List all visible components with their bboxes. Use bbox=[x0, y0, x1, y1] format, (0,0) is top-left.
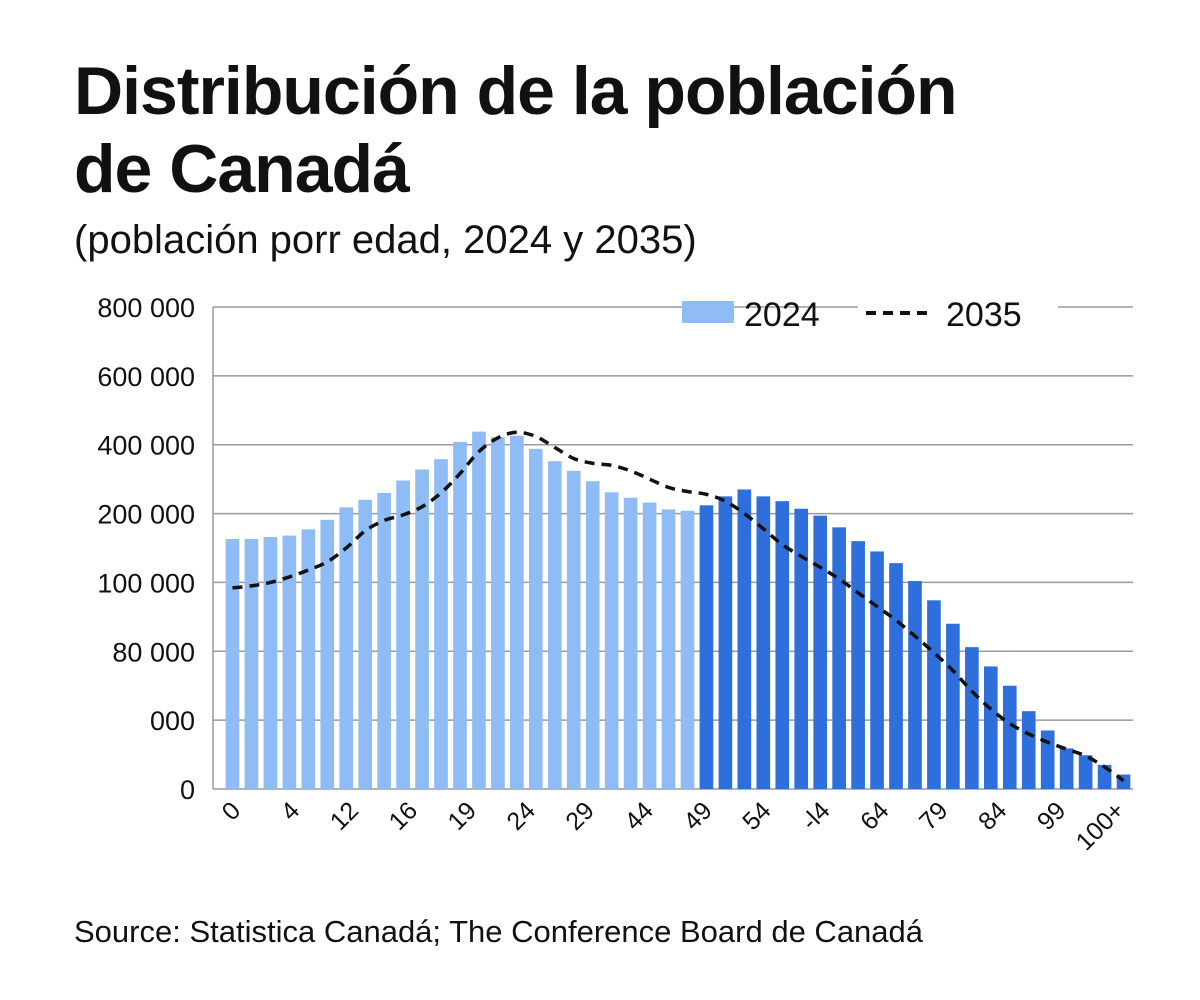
bar-2024 bbox=[813, 515, 828, 789]
bar-2024 bbox=[547, 461, 562, 789]
bar-2024 bbox=[510, 435, 524, 789]
y-tick-label: 100 000 bbox=[97, 568, 195, 598]
line-2035-path bbox=[232, 430, 1125, 783]
bar-2024 bbox=[927, 600, 941, 789]
chart-subtitle: (población porr edad, 2024 y 2035) bbox=[74, 218, 697, 262]
bar-2024 bbox=[396, 480, 410, 789]
x-tick-label: 0 bbox=[217, 796, 247, 826]
bar-2024 bbox=[870, 551, 884, 789]
bar-2024 bbox=[339, 507, 354, 789]
bar-2024 bbox=[434, 459, 448, 789]
bar-2024 bbox=[453, 441, 467, 789]
bar-2024 bbox=[320, 519, 335, 789]
bar-2024 bbox=[737, 489, 752, 789]
x-tick-label: 24 bbox=[501, 796, 541, 836]
chart-title-line1: Distribución de la población bbox=[74, 53, 958, 129]
x-tick-label: 54 bbox=[737, 796, 777, 836]
bar-2024 bbox=[282, 535, 297, 789]
x-tick-label: 64 bbox=[855, 796, 895, 836]
bars-2024 bbox=[225, 431, 1131, 789]
bar-2024 bbox=[377, 492, 391, 789]
x-tick-label: 84 bbox=[973, 796, 1013, 836]
x-tick-label: 16 bbox=[384, 796, 423, 835]
bar-2024 bbox=[225, 539, 240, 789]
legend: 2024 2035 bbox=[682, 296, 1058, 334]
x-tick-label: 4 bbox=[276, 796, 306, 826]
bar-2024 bbox=[946, 623, 960, 789]
y-tick-label: 0 bbox=[180, 775, 195, 805]
x-tick-label: 44 bbox=[619, 796, 659, 836]
bar-2024 bbox=[263, 536, 278, 789]
bar-2024 bbox=[472, 431, 486, 789]
bar-2024 bbox=[794, 508, 809, 789]
bar-2024 bbox=[983, 666, 998, 789]
x-tick-label: 100+ bbox=[1071, 796, 1131, 856]
x-tick-label: 12 bbox=[325, 796, 364, 835]
bar-2024 bbox=[1078, 755, 1093, 789]
bar-2024 bbox=[832, 527, 846, 789]
bar-2024 bbox=[623, 497, 638, 789]
bar-2024 bbox=[699, 505, 714, 789]
bar-2024 bbox=[851, 541, 865, 789]
legend-label-2024: 2024 bbox=[744, 296, 820, 334]
chart-title-line2: de Canadá bbox=[74, 131, 410, 207]
legend-swatch-2024 bbox=[682, 301, 734, 323]
bar-2024 bbox=[889, 563, 903, 789]
bar-2024 bbox=[908, 581, 922, 789]
source-note: Source: Statistica Canadá; The Conferenc… bbox=[74, 914, 924, 949]
bar-2024 bbox=[585, 481, 600, 789]
bar-2024 bbox=[1059, 748, 1074, 789]
bar-2024 bbox=[680, 510, 695, 789]
bar-2024 bbox=[642, 502, 657, 789]
y-tick-label: 000 bbox=[150, 706, 195, 736]
bar-2024 bbox=[358, 499, 373, 789]
bar-2024 bbox=[756, 496, 771, 789]
bar-2024 bbox=[604, 492, 619, 789]
bar-2024 bbox=[965, 647, 979, 789]
bar-2024 bbox=[1021, 711, 1036, 789]
bar-2024 bbox=[718, 496, 733, 789]
bar-2024 bbox=[415, 469, 429, 789]
y-tick-label: 800 000 bbox=[97, 293, 195, 323]
y-tick-label: 400 000 bbox=[97, 431, 195, 461]
bar-2024 bbox=[1040, 730, 1055, 789]
x-tick-label: -l4 bbox=[796, 796, 836, 836]
bar-2024 bbox=[528, 448, 543, 789]
bar-2024 bbox=[301, 529, 316, 789]
x-tick-label: 29 bbox=[560, 796, 599, 835]
bar-2024 bbox=[775, 501, 790, 789]
y-tick-label: 600 000 bbox=[97, 362, 195, 392]
bar-2024 bbox=[491, 437, 505, 789]
x-tick-label: 49 bbox=[678, 796, 717, 835]
bar-2024 bbox=[661, 509, 676, 789]
line-2035 bbox=[232, 430, 1125, 783]
y-tick-label: 200 000 bbox=[97, 500, 195, 530]
bar-2024 bbox=[244, 539, 259, 789]
x-tick-label: 99 bbox=[1032, 796, 1071, 835]
chart-title: Distribución de la población de Canadá bbox=[74, 52, 1174, 208]
x-tick-label: 19 bbox=[443, 796, 482, 835]
bar-2024 bbox=[1002, 685, 1017, 789]
y-tick-label: 80 000 bbox=[112, 637, 195, 667]
legend-label-2035: 2035 bbox=[946, 296, 1022, 334]
bar-2024 bbox=[566, 470, 581, 789]
x-tick-label: 79 bbox=[914, 796, 953, 835]
